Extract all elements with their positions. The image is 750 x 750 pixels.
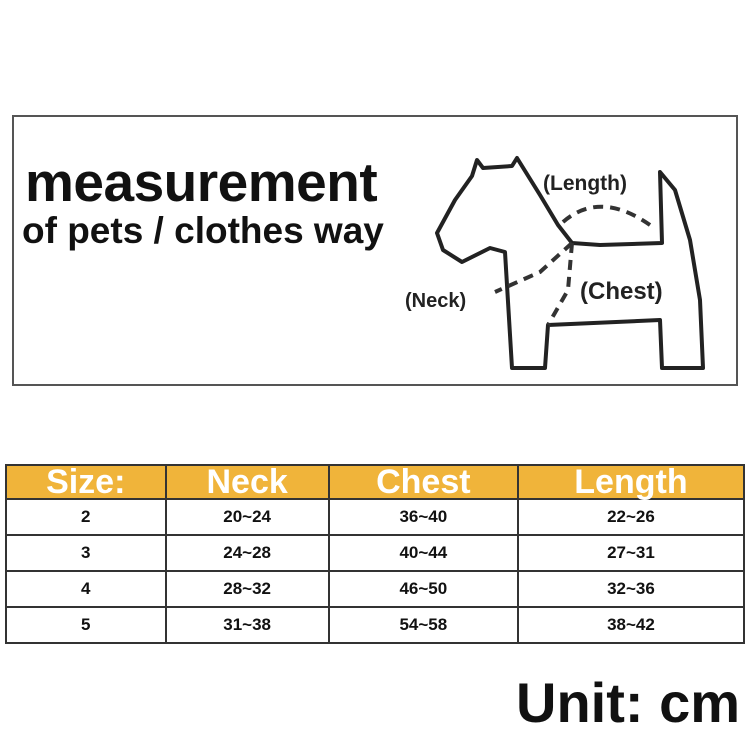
cell: 22~26	[516, 498, 746, 536]
chest-label: (Chest)	[580, 278, 663, 305]
cell: 3	[5, 534, 167, 572]
neck-label: (Neck)	[405, 290, 467, 312]
table-row: 2 20~24 36~40 22~26	[5, 498, 746, 536]
dog-body-outline	[435, 156, 705, 370]
cell: 54~58	[327, 606, 519, 644]
cell: 32~36	[516, 570, 746, 608]
cell: 28~32	[164, 570, 330, 608]
col-size: Size:	[5, 464, 167, 500]
cell: 4	[5, 570, 167, 608]
col-neck: Neck	[164, 464, 330, 500]
cell: 24~28	[164, 534, 330, 572]
col-chest: Chest	[327, 464, 519, 500]
size-table: Size: Neck Chest Length 2 20~24 36~40 22~26…	[5, 464, 746, 644]
cell: 40~44	[327, 534, 519, 572]
table-row: 5 31~38 54~58 38~42	[5, 606, 746, 644]
chest-dash	[546, 242, 574, 326]
cell: 5	[5, 606, 167, 644]
cell: 27~31	[516, 534, 746, 572]
measurement-panel	[12, 115, 738, 386]
cell: 46~50	[327, 570, 519, 608]
cell: 20~24	[164, 498, 330, 536]
cell: 38~42	[516, 606, 746, 644]
cell: 31~38	[164, 606, 330, 644]
subtitle: of pets / clothes way	[22, 210, 384, 251]
title: measurement	[25, 151, 378, 213]
neck-dash	[494, 241, 574, 294]
cell: 36~40	[327, 498, 519, 536]
dog-outline-icon	[435, 156, 705, 370]
table-row: 4 28~32 46~50 32~36	[5, 570, 746, 608]
table-row: 3 24~28 40~44 27~31	[5, 534, 746, 572]
length-label: (Length)	[543, 172, 627, 195]
table-header: Size: Neck Chest Length	[5, 464, 746, 500]
cell: 2	[5, 498, 167, 536]
unit-label: Unit: cm	[516, 671, 740, 734]
col-length: Length	[516, 464, 746, 500]
length-dash	[561, 204, 652, 227]
